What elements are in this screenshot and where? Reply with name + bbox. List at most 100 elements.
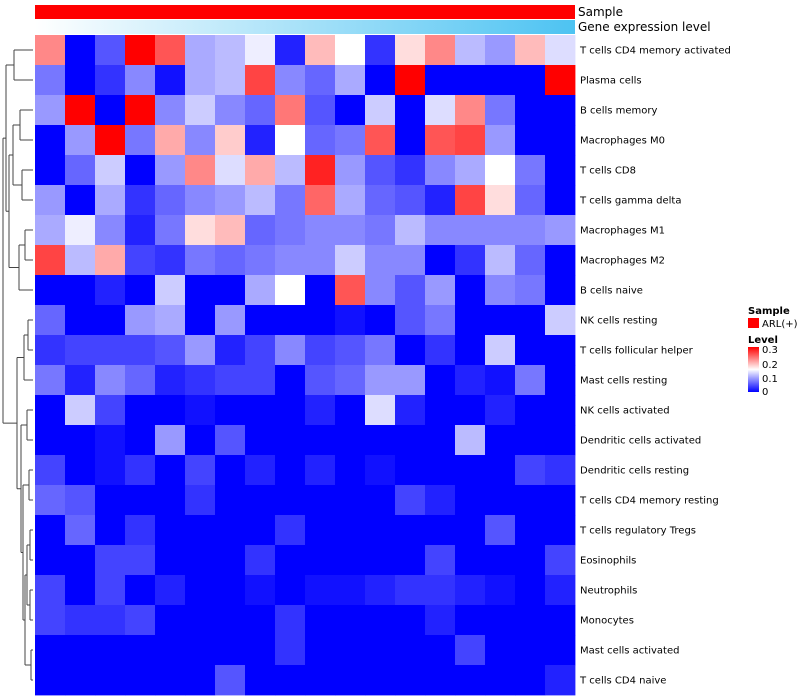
heatmap-cell [425,155,456,186]
heatmap-cell [425,125,456,156]
heatmap-cell [485,155,516,186]
heatmap-cell [215,395,246,426]
heatmap-cell [365,65,396,96]
heatmap-cell [305,605,336,636]
heatmap-cell [485,485,516,516]
heatmap-cell [35,65,66,96]
heatmap-cell [65,155,96,186]
heatmap-cell [395,65,426,96]
heatmap-cell [335,485,366,516]
heatmap-cell [365,515,396,546]
row-label: Macrophages M0 [580,136,665,147]
heatmap-cell [515,455,546,486]
heatmap-cell [515,215,546,246]
heatmap-cell [275,545,306,576]
heatmap-cell [395,185,426,216]
heatmap-cell [395,575,426,606]
heatmap-cell [125,575,156,606]
heatmap-cell [95,635,126,666]
heatmap-cell [185,185,216,216]
heatmap-cell [545,545,576,576]
heatmap-cell [185,455,216,486]
heatmap-cell [515,425,546,456]
heatmap-cell [95,365,126,396]
legend: Sample ARL(+) Level 0.3 0.2 0.1 0 [748,306,798,398]
heatmap-cell [125,485,156,516]
heatmap-cell [335,185,366,216]
heatmap-cell [95,305,126,336]
heatmap-cell [185,65,216,96]
heatmap-cell [515,515,546,546]
heatmap-cell [215,35,246,66]
heatmap-cell [395,605,426,636]
heatmap-cell [155,125,186,156]
heatmap-cell [365,425,396,456]
heatmap-cell [275,125,306,156]
heatmap-cell [185,275,216,306]
heatmap-cell [545,335,576,366]
heatmap-cell [365,215,396,246]
heatmap-cell [485,305,516,336]
row-label: T cells CD8 [579,166,636,177]
heatmap-cell [395,425,426,456]
heatmap-cell [395,545,426,576]
row-label: NK cells activated [580,406,670,417]
heatmap-cell [245,575,276,606]
heatmap-cell [365,335,396,366]
heatmap-cell [125,125,156,156]
heatmap-cell [305,275,336,306]
heatmap-cell [545,305,576,336]
heatmap-cell [455,665,486,696]
heatmap-cell [65,125,96,156]
heatmap-cell [425,365,456,396]
heatmap-cell [395,485,426,516]
heatmap-cell [275,365,306,396]
heatmap-cell [35,35,66,66]
heatmap-cell [395,215,426,246]
heatmap-cell [455,395,486,426]
heatmap-cell [185,635,216,666]
heatmap-cell [185,125,216,156]
heatmap-cell [35,545,66,576]
sample-annotation-bar [35,5,575,19]
heatmap-cell [245,395,276,426]
heatmap-cell [515,665,546,696]
heatmap-cell [305,35,336,66]
heatmap-cell [545,605,576,636]
heatmap-cell [365,125,396,156]
legend-tick-0-3: 0.3 [762,345,778,356]
heatmap-cell [335,575,366,606]
heatmap-cell [95,425,126,456]
heatmap-cell [425,545,456,576]
heatmap-cell [395,275,426,306]
row-label: T cells gamma delta [579,196,681,207]
heatmap-cell [215,215,246,246]
heatmap-cell [485,515,516,546]
heatmap-cell [95,335,126,366]
heatmap-cell [245,605,276,636]
heatmap-cell [365,665,396,696]
heatmap-cell [65,395,96,426]
heatmap-cell [335,65,366,96]
heatmap-cell [515,305,546,336]
heatmap-cell [485,395,516,426]
heatmap-cell [545,665,576,696]
heatmap-cell [455,425,486,456]
heatmap-cell [95,545,126,576]
heatmap-cell [245,35,276,66]
heatmap-cell [275,335,306,366]
row-label: Macrophages M2 [580,256,665,267]
row-label: Plasma cells [580,76,642,87]
heatmap-cell [95,515,126,546]
heatmap-cell [335,515,366,546]
heatmap-cell [185,425,216,456]
heatmap-cell [365,395,396,426]
heatmap-cell [305,245,336,276]
heatmap-cell [125,455,156,486]
heatmap-cell [335,95,366,126]
heatmap-cell [485,425,516,456]
heatmap-cell [545,245,576,276]
heatmap-cell [95,185,126,216]
row-label: T cells regulatory Tregs [579,526,696,537]
heatmap-cell [95,605,126,636]
